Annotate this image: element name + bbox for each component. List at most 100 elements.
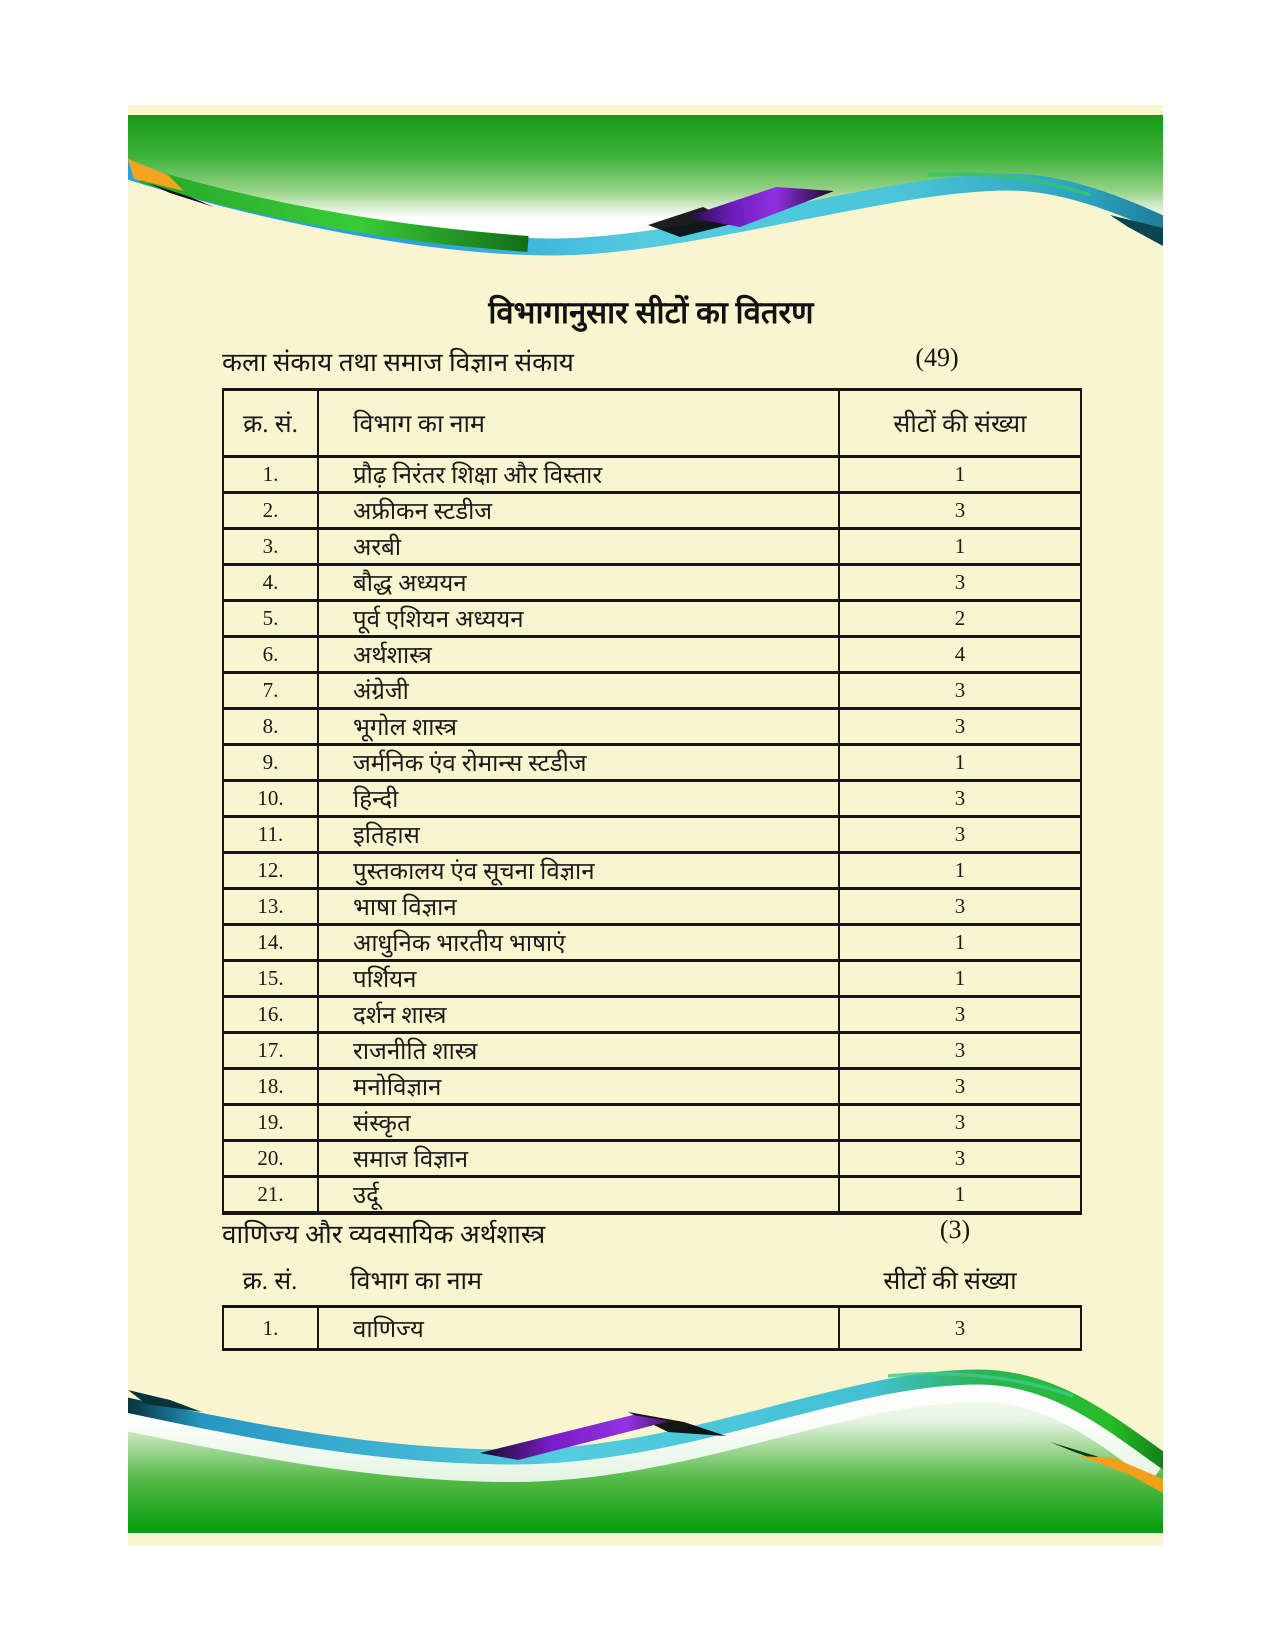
- seats-cell: 3: [838, 815, 1082, 854]
- table-row: 20. समाज विज्ञान 3: [222, 1139, 1082, 1178]
- seats-cell: 2: [838, 599, 1082, 638]
- department-cell: वाणिज्य: [317, 1305, 840, 1351]
- serial-cell: 5.: [222, 599, 319, 638]
- seats-cell: 1: [838, 743, 1082, 782]
- serial-cell: 3.: [222, 527, 319, 566]
- department-cell: मनोविज्ञान: [317, 1067, 840, 1106]
- table-row: 18. मनोविज्ञान 3: [222, 1067, 1082, 1106]
- department-cell: प्रौढ़ निरंतर शिक्षा और विस्तार: [317, 455, 840, 494]
- serial-cell: 13.: [222, 887, 319, 926]
- section2-table-body: 1. वाणिज्य 3: [222, 1305, 1082, 1351]
- table-row: 2. अफ्रीकन स्टडीज 3: [222, 491, 1082, 530]
- table-row: 6. अर्थशास्त्र 4: [222, 635, 1082, 674]
- seats-cell: 1: [838, 1175, 1082, 1215]
- section2-column-headers: क्र. सं. विभाग का नाम सीटों की संख्या: [222, 1263, 1080, 1297]
- col-header-serial: क्र. सं.: [222, 388, 319, 458]
- table-row: 16. दर्शन शास्त्र 3: [222, 995, 1082, 1034]
- serial-cell: 14.: [222, 923, 319, 962]
- table-row: 12. पुस्तकालय एंव सूचना विज्ञान 1: [222, 851, 1082, 890]
- section1-heading-row: कला संकाय तथा समाज विज्ञान संकाय (49): [222, 343, 1080, 379]
- serial-cell: 6.: [222, 635, 319, 674]
- department-cell: राजनीति शास्त्र: [317, 1031, 840, 1070]
- department-cell: भूगोल शास्त्र: [317, 707, 840, 746]
- section1-table: क्र. सं. विभाग का नाम सीटों की संख्या 1.…: [222, 388, 1082, 1215]
- col-header-seats: सीटों की संख्या: [883, 1268, 1017, 1295]
- seats-cell: 1: [838, 455, 1082, 494]
- seats-cell: 3: [838, 1103, 1082, 1142]
- section2-total-count: (3): [939, 1215, 971, 1244]
- seats-cell: 3: [838, 707, 1082, 746]
- col-header-serial: क्र. सं.: [242, 1268, 298, 1295]
- section2-heading: वाणिज्य और व्यवसायिक अर्थशास्त्र: [222, 1220, 546, 1249]
- serial-cell: 15.: [222, 959, 319, 998]
- serial-cell: 12.: [222, 851, 319, 890]
- top-wave-decoration: [128, 115, 1163, 256]
- page-title: विभागानुसार सीटों का वितरण: [488, 295, 814, 330]
- table-row: 21. उर्दू 1: [222, 1175, 1082, 1215]
- table-row: 19. संस्कृत 3: [222, 1103, 1082, 1142]
- table-row: 9. जर्मनिक एंव रोमान्स स्टडीज 1: [222, 743, 1082, 782]
- table-row: 7. अंग्रेजी 3: [222, 671, 1082, 710]
- section2-heading-row: वाणिज्य और व्यवसायिक अर्थशास्त्र (3): [222, 1215, 1080, 1251]
- bottom-wave-decoration: [128, 1369, 1163, 1533]
- serial-cell: 1.: [222, 1305, 319, 1351]
- section2-table: 1. वाणिज्य 3: [222, 1305, 1082, 1351]
- document-page: विभागानुसार सीटों का वितरण कला संकाय तथा…: [128, 105, 1163, 1545]
- serial-cell: 18.: [222, 1067, 319, 1106]
- department-cell: समाज विज्ञान: [317, 1139, 840, 1178]
- department-cell: इतिहास: [317, 815, 840, 854]
- table-row: 1. वाणिज्य 3: [222, 1305, 1082, 1351]
- serial-cell: 1.: [222, 455, 319, 494]
- table-row: 1. प्रौढ़ निरंतर शिक्षा और विस्तार 1: [222, 455, 1082, 494]
- department-cell: जर्मनिक एंव रोमान्स स्टडीज: [317, 743, 840, 782]
- seats-cell: 3: [838, 563, 1082, 602]
- table-row: 14. आधुनिक भारतीय भाषाएं 1: [222, 923, 1082, 962]
- seats-cell: 3: [838, 1031, 1082, 1070]
- department-cell: अर्थशास्त्र: [317, 635, 840, 674]
- department-cell: अफ्रीकन स्टडीज: [317, 491, 840, 530]
- serial-cell: 10.: [222, 779, 319, 818]
- seats-cell: 1: [838, 959, 1082, 998]
- department-cell: हिन्दी: [317, 779, 840, 818]
- table-row: 15. पर्शियन 1: [222, 959, 1082, 998]
- table-row: 8. भूगोल शास्त्र 3: [222, 707, 1082, 746]
- department-cell: बौद्ध अध्ययन: [317, 563, 840, 602]
- serial-cell: 11.: [222, 815, 319, 854]
- seats-cell: 1: [838, 527, 1082, 566]
- seats-cell: 3: [838, 491, 1082, 530]
- table-row: 5. पूर्व एशियन अध्ययन 2: [222, 599, 1082, 638]
- department-cell: अंग्रेजी: [317, 671, 840, 710]
- department-cell: आधुनिक भारतीय भाषाएं: [317, 923, 840, 962]
- seats-cell: 3: [838, 671, 1082, 710]
- table-row: 3. अरबी 1: [222, 527, 1082, 566]
- seats-cell: 3: [838, 1139, 1082, 1178]
- serial-cell: 21.: [222, 1175, 319, 1215]
- table-row: 4. बौद्ध अध्ययन 3: [222, 563, 1082, 602]
- table-header-row: क्र. सं. विभाग का नाम सीटों की संख्या: [222, 388, 1082, 458]
- serial-cell: 20.: [222, 1139, 319, 1178]
- serial-cell: 8.: [222, 707, 319, 746]
- table-row: 10. हिन्दी 3: [222, 779, 1082, 818]
- table-row: 13. भाषा विज्ञान 3: [222, 887, 1082, 926]
- serial-cell: 2.: [222, 491, 319, 530]
- seats-cell: 3: [838, 887, 1082, 926]
- col-header-department: विभाग का नाम: [350, 1268, 482, 1295]
- section1-table-body: 1. प्रौढ़ निरंतर शिक्षा और विस्तार 1 2. अफ्र…: [222, 455, 1082, 1215]
- department-cell: पूर्व एशियन अध्ययन: [317, 599, 840, 638]
- department-cell: संस्कृत: [317, 1103, 840, 1142]
- serial-cell: 9.: [222, 743, 319, 782]
- seats-cell: 3: [838, 1305, 1082, 1351]
- section1-heading: कला संकाय तथा समाज विज्ञान संकाय: [222, 348, 574, 377]
- serial-cell: 4.: [222, 563, 319, 602]
- seats-cell: 1: [838, 851, 1082, 890]
- table-row: 17. राजनीति शास्त्र 3: [222, 1031, 1082, 1070]
- serial-cell: 17.: [222, 1031, 319, 1070]
- table-row: 11. इतिहास 3: [222, 815, 1082, 854]
- col-header-seats: सीटों की संख्या: [838, 388, 1082, 458]
- serial-cell: 19.: [222, 1103, 319, 1142]
- seats-cell: 3: [838, 995, 1082, 1034]
- serial-cell: 16.: [222, 995, 319, 1034]
- department-cell: अरबी: [317, 527, 840, 566]
- col-header-department: विभाग का नाम: [317, 388, 840, 458]
- department-cell: पुस्तकालय एंव सूचना विज्ञान: [317, 851, 840, 890]
